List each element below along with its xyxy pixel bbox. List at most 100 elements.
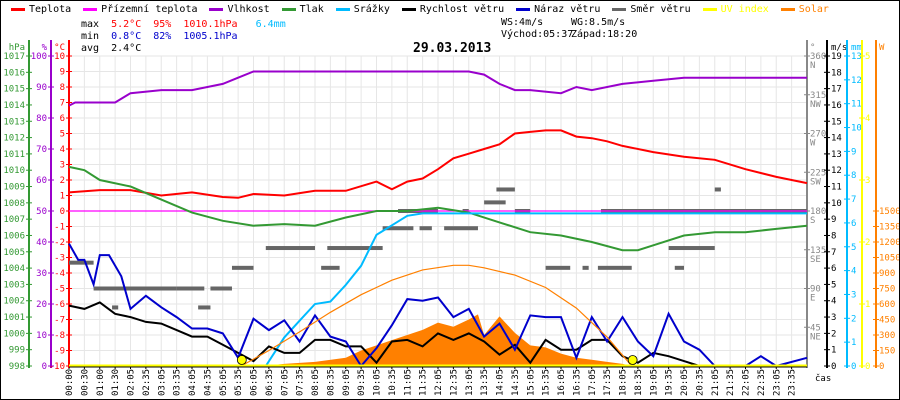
axis-label-uv: 2 [865, 238, 870, 248]
axis-label-hpa: 1009 [3, 183, 25, 193]
axis-label-deg: 135 [810, 246, 826, 256]
legend-item: Rychlost větru [401, 4, 504, 15]
axis-compass-label: SE [810, 255, 821, 265]
axis-unit-w: W [879, 43, 885, 53]
uv-sun-marker [627, 355, 638, 365]
axis-compass-label: NE [810, 332, 821, 342]
axis-label-temp: 9 [60, 68, 65, 78]
axis-label-mm: 4 [851, 267, 856, 277]
axis-label-mm: 8 [851, 171, 856, 181]
axis-label-hpa: 1005 [3, 248, 25, 258]
axis-label-hpa: 1016 [3, 68, 25, 78]
axis-label-uv: 4 [865, 114, 870, 124]
stats-avg-label: avg [81, 43, 100, 54]
x-tick-label: 08:05 [311, 369, 321, 396]
axis-label-pct: 10 [36, 331, 47, 341]
axis-label-ms: 1 [831, 346, 836, 356]
axis-label-mm: 9 [851, 147, 856, 157]
uv-sun-marker [236, 355, 247, 365]
x-tick-label: 15:05 [526, 369, 536, 396]
x-tick-label: 04:35 [203, 369, 213, 396]
axis-label-pct: 40 [36, 238, 47, 248]
x-tick-label: 21:05 [711, 369, 721, 396]
legend-item: Náraz větru [516, 4, 600, 15]
axis-label-temp: 0 [60, 207, 65, 217]
axis-label-hpa: 1017 [3, 52, 25, 62]
wind-direction-segment [496, 187, 515, 192]
axis-label-mm: 7 [851, 195, 856, 205]
max-temp: 5.2°C [111, 19, 142, 30]
x-tick-label: 09:35 [357, 369, 367, 396]
wind-direction-segment [231, 265, 254, 270]
axis-label-pct: 100 [31, 52, 47, 62]
x-tick-label: 17:35 [603, 369, 613, 396]
axis-label-mm: 12 [851, 76, 862, 86]
series-solar [240, 264, 633, 367]
legend-label: Náraz větru [534, 4, 601, 15]
x-tick-label: 05:05 [219, 369, 229, 396]
wind-gust-max: WG:8.5m/s [571, 17, 626, 28]
legend-item: Tlak [281, 4, 324, 15]
sunrise: Východ:05:37 [501, 29, 574, 40]
x-tick-label: 03:05 [157, 369, 167, 396]
min-pressure: 1005.1hPa [183, 31, 238, 42]
legend-label: Srážky [353, 4, 390, 15]
axis-label-mm: 1 [851, 338, 856, 348]
axis-label-hpa: 1015 [3, 85, 25, 95]
axis-label-w: 0 [879, 362, 884, 372]
x-tick-label: 01:00 [96, 369, 106, 396]
x-tick-label: 13:05 [465, 369, 475, 396]
axis-unit-temp: °C [54, 43, 65, 53]
wind-direction-segment [321, 265, 340, 270]
axis-label-hpa: 1008 [3, 199, 25, 209]
x-tick-label: 12:05 [434, 369, 444, 396]
series-n-raz-v-tru [68, 243, 808, 368]
axis-label-pct: 70 [36, 145, 47, 155]
legend-label: Solar [798, 4, 829, 15]
axis-label-ms: 5 [831, 280, 836, 290]
x-tick-label: 13:35 [480, 369, 490, 396]
x-tick-label: 04:05 [188, 369, 198, 396]
axis-label-hpa: 999 [9, 346, 25, 356]
axis-label-w: 1500 [879, 207, 899, 217]
x-tick-label: 00:00 [65, 369, 75, 396]
wind-direction-segment [419, 226, 432, 231]
axis-label-mm: 0 [851, 362, 856, 372]
wind-speed-avg: WS:4m/s [501, 17, 544, 28]
x-tick-label: 17:05 [588, 369, 598, 396]
axis-unit-pct: % [42, 43, 48, 53]
stats-max-label: max [81, 19, 100, 30]
wind-direction-segment [714, 187, 721, 192]
x-tick-label: 18:05 [619, 369, 629, 396]
x-tick-label: 18:35 [634, 369, 644, 396]
axis-label-ms: 19 [831, 52, 842, 62]
axis-label-hpa: 1014 [3, 101, 25, 111]
legend: Teplota Přízemní teplota Vlhkost Tlak Srážky… [11, 4, 829, 15]
axis-label-ms: 15 [831, 117, 842, 127]
axis-label-pct: 30 [36, 269, 47, 279]
axis-label-pct: 0 [42, 362, 47, 372]
legend-item: Směr větru [612, 4, 691, 15]
legend-swatch [11, 7, 25, 11]
axis-label-w: 450 [879, 316, 895, 326]
axis-label-temp: -8 [54, 331, 65, 341]
legend-swatch [612, 7, 627, 11]
x-tick-label: 11:35 [419, 369, 429, 396]
max-pressure: 1010.1hPa [183, 19, 238, 30]
x-tick-label: 02:05 [127, 369, 137, 396]
axis-compass-label: NW [810, 100, 821, 110]
x-tick-label: 22:35 [757, 369, 767, 396]
max-rain: 6.4mm [255, 19, 286, 30]
axis-label-deg: 180 [810, 207, 826, 217]
stats-min-label: min [81, 31, 100, 42]
axis-label-w: 1050 [879, 254, 899, 264]
legend-swatch [281, 7, 296, 11]
axis-label-temp: -1 [54, 223, 65, 233]
legend-label: Směr větru [630, 4, 691, 15]
axis-label-deg: 225 [810, 168, 826, 178]
axis-unit-ms: m/s [831, 43, 847, 53]
axis-label-pct: 20 [36, 300, 47, 310]
solar-actual-area [262, 314, 632, 366]
